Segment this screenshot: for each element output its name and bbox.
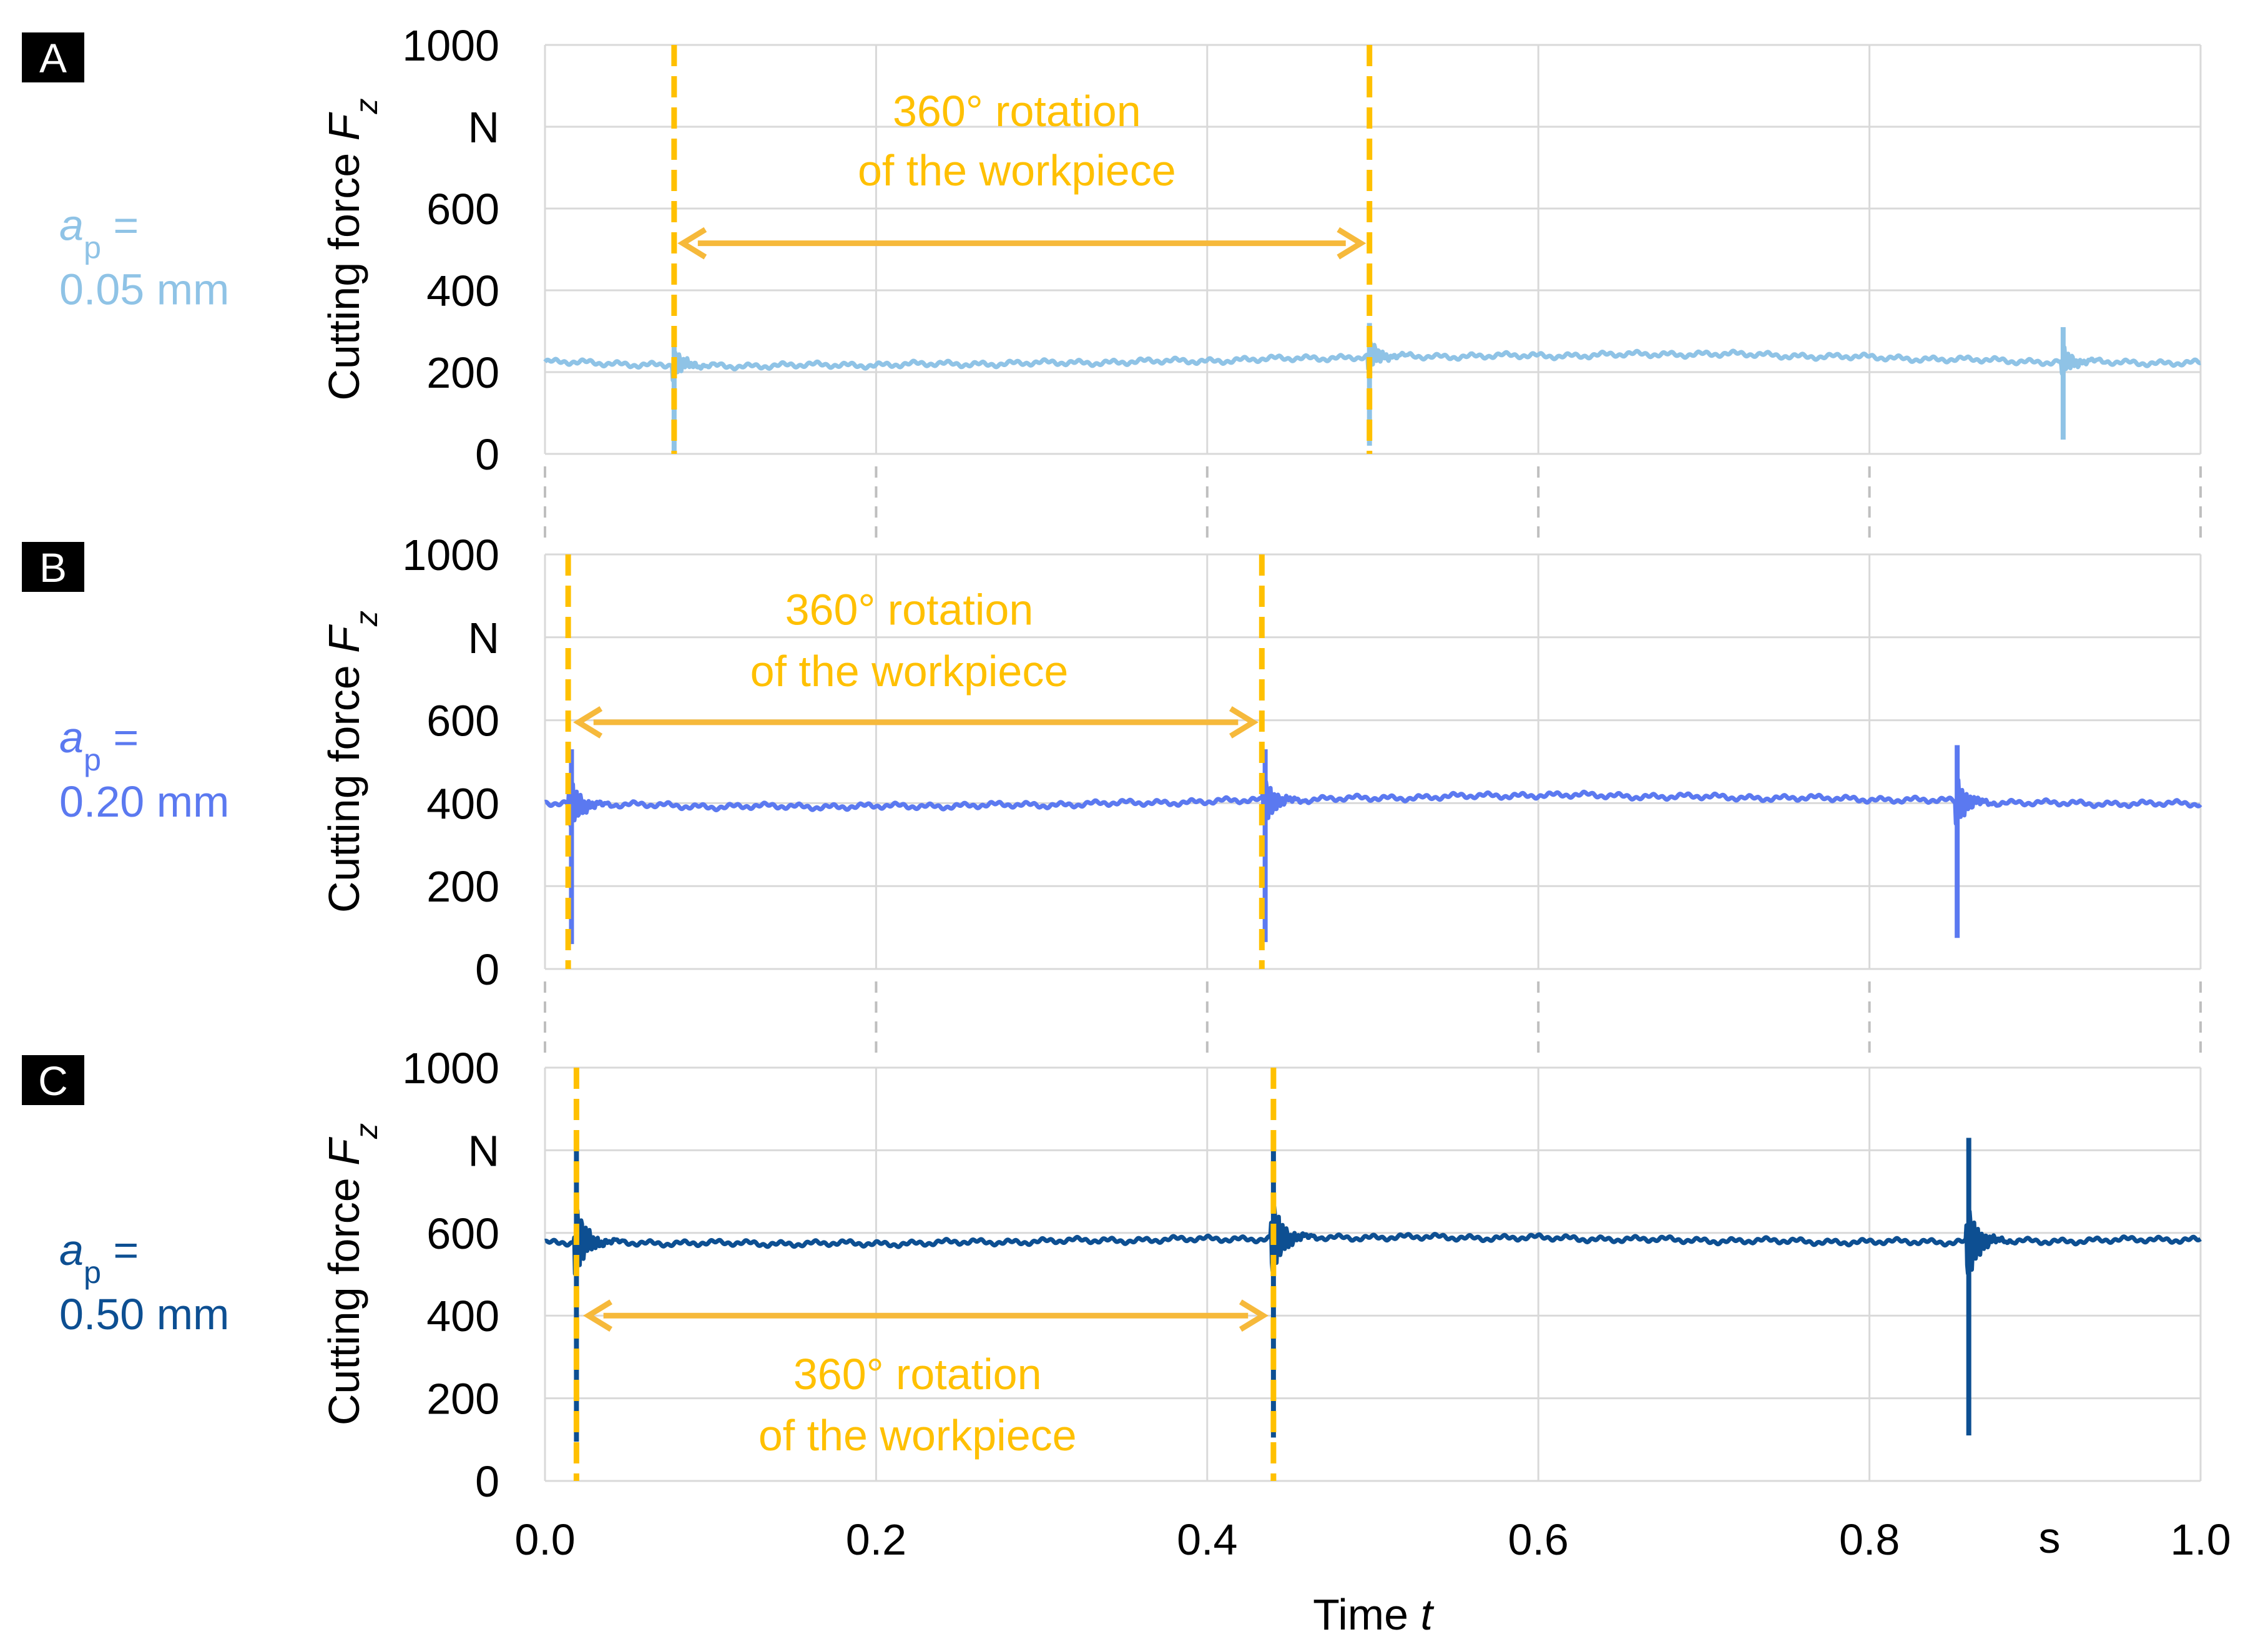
panel-label-box (22, 1055, 84, 1105)
panel-label-text: B (39, 544, 67, 591)
y-tick-label: 400 (426, 1292, 499, 1340)
grid (544, 44, 2202, 455)
y-tick-label: 600 (426, 697, 499, 745)
y-axis-label: Cutting force Fz (320, 98, 384, 400)
y-axis-sub: z (348, 611, 384, 627)
y-tick-label: N (468, 1126, 499, 1175)
x-tick-label: 0.4 (1177, 1515, 1237, 1564)
y-axis-var: F (320, 1136, 368, 1166)
y-tick-label: 0 (475, 430, 499, 479)
panel-c: 0 200 400 600 N 1000 Cutting force Fz Cap =0.50… (22, 1044, 2202, 1506)
x-axis-var: t (1420, 1590, 1434, 1639)
rotation-annotation: of the workpiece (758, 1411, 1077, 1460)
arrow-head-left (573, 706, 603, 739)
x-tick-label: 1.0 (2170, 1515, 2231, 1564)
panel-label-box (22, 542, 84, 592)
y-tick-label: 1000 (402, 21, 499, 70)
panel-label: A (22, 32, 84, 82)
y-tick-label: 0 (475, 945, 499, 994)
x-axis: 0.0 0.2 0.4 0.6 0.8 1.0 s Time t (514, 1513, 2231, 1639)
rotation-arrow (573, 706, 1259, 739)
y-tick-label: 200 (426, 1375, 499, 1423)
panel-a: 0 200 400 600 N 1000 Cutting force Fz Aap =0.05… (22, 21, 2202, 542)
y-axis-sub: z (348, 98, 384, 114)
force-trace (543, 777, 2202, 828)
y-tick-label: 200 (426, 348, 499, 397)
y-tick-label: 600 (426, 1209, 499, 1258)
panel-label: B (22, 542, 84, 592)
y-tick-label: 0 (475, 1457, 499, 1506)
y-axis-label: Cutting force Fz (320, 1123, 384, 1425)
arrow-head-right (1337, 227, 1367, 260)
panel-connectors (544, 981, 2202, 1055)
force-trace (543, 1204, 2202, 1276)
depth-of-cut-value: 0.20 mm (59, 777, 229, 826)
rotation-annotation: of the workpiece (858, 146, 1176, 195)
y-axis-var: F (320, 624, 368, 653)
x-tick-label: 0.0 (514, 1515, 575, 1564)
panel-label-text: A (39, 35, 67, 81)
arrow-head-left (677, 227, 707, 260)
rotation-annotation: 360° rotation (793, 1350, 1042, 1399)
param-sub: p (84, 229, 101, 265)
param-sub: p (84, 1254, 101, 1290)
panel-label-text: C (38, 1058, 68, 1104)
arrow-head-right (1239, 1299, 1269, 1332)
y-tick-label: 1000 (402, 1044, 499, 1093)
grid (544, 553, 2202, 970)
x-tick-label: 0.6 (1508, 1515, 1569, 1564)
param-var: a (59, 713, 84, 762)
param-var: a (59, 201, 84, 250)
x-tick-label: 0.8 (1839, 1515, 1900, 1564)
force-trace (543, 340, 2202, 383)
depth-of-cut-value: 0.05 mm (59, 265, 229, 314)
rotation-annotation: 360° rotation (893, 87, 1141, 135)
x-tick-label: 0.2 (846, 1515, 906, 1564)
rotation-annotation: of the workpiece (750, 647, 1069, 696)
param-sub: p (84, 742, 101, 777)
panel-label-box (22, 32, 84, 82)
depth-of-cut-label: ap = (59, 713, 139, 777)
x-axis-label: Time t (1313, 1590, 1434, 1639)
rotation-annotation: 360° rotation (785, 586, 1034, 634)
y-axis-label: Cutting force Fz (320, 611, 384, 913)
y-tick-label: 400 (426, 267, 499, 315)
panel-connectors (544, 466, 2202, 542)
rotation-arrow (677, 227, 1367, 260)
y-tick-label: 600 (426, 185, 499, 234)
panel-label: C (22, 1055, 84, 1105)
x-unit-label: s (2039, 1513, 2061, 1562)
y-axis-var: F (320, 111, 368, 140)
arrow-head-left (583, 1299, 612, 1332)
y-tick-label: N (468, 614, 499, 662)
y-tick-label: 400 (426, 779, 499, 828)
depth-of-cut-label: ap = (59, 1226, 139, 1290)
y-axis-sub: z (348, 1123, 384, 1139)
arrow-head-right (1229, 706, 1259, 739)
y-tick-label: N (468, 103, 499, 152)
y-tick-label: 200 (426, 862, 499, 911)
depth-of-cut-label: ap = (59, 201, 139, 265)
y-tick-label: 1000 (402, 531, 499, 579)
rotation-arrow (583, 1299, 1269, 1332)
param-var: a (59, 1226, 84, 1274)
depth-of-cut-value: 0.50 mm (59, 1290, 229, 1339)
panel-b: 0 200 400 600 N 1000 Cutting force Fz Bap =0.20… (22, 531, 2202, 1055)
